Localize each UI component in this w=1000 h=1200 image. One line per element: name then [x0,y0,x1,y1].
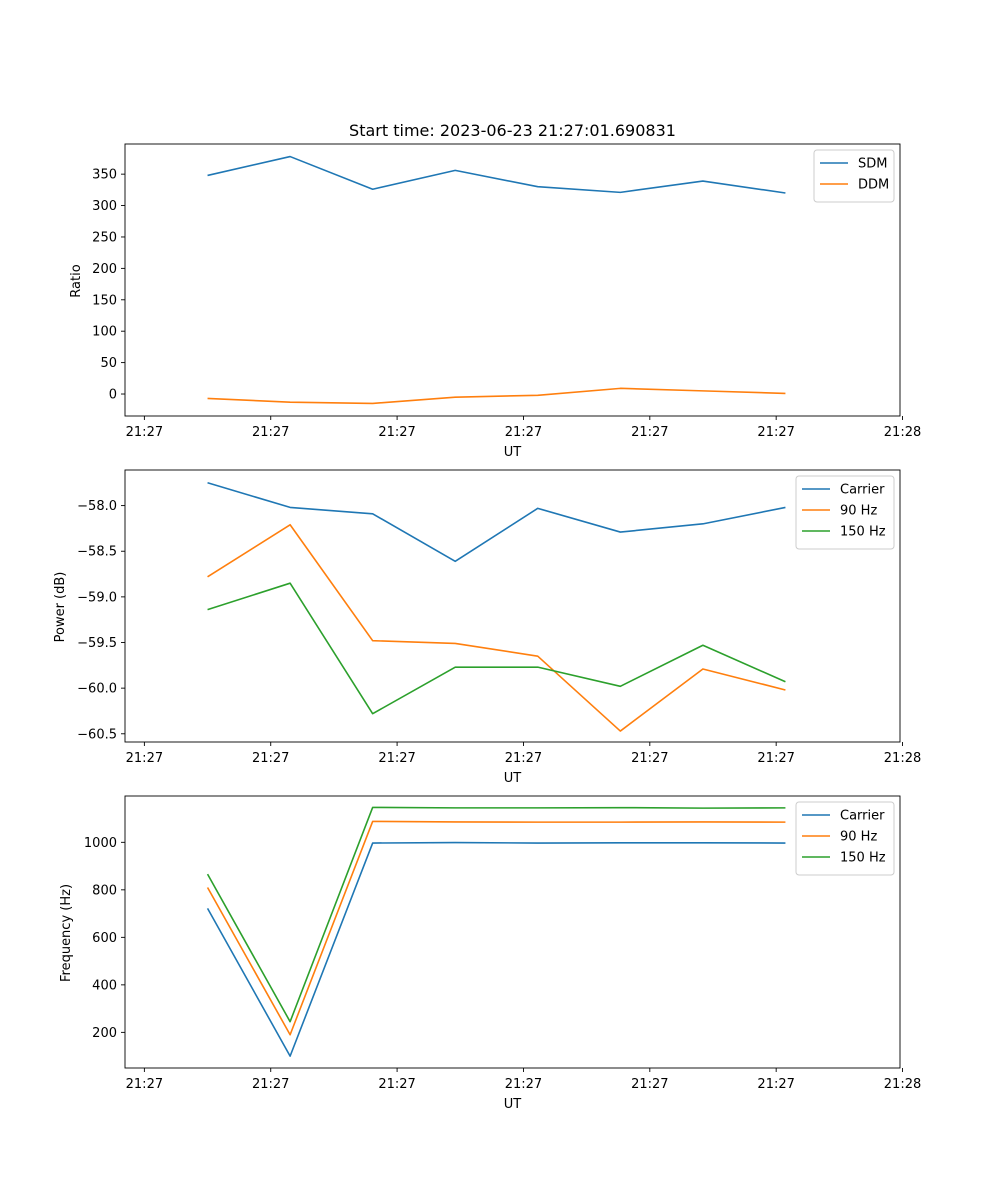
power-y-axis-label: Power (dB) [53,572,68,643]
ratio-y-tick-label: 300 [92,199,117,214]
frequency-y-axis-label: Frequency (Hz) [59,884,74,982]
power-x-tick-label: 21:27 [505,751,542,766]
power-series-line-0 [207,482,786,563]
frequency-legend-label: 90 Hz [840,830,877,845]
frequency-series-line-0 [206,841,786,1057]
ratio-x-axis-label: UT [504,445,522,460]
power-x-tick-label: 21:27 [378,751,415,766]
ratio-legend-label: SDM [858,157,887,172]
ratio-y-tick-label: 200 [92,262,117,277]
frequency-series-line-1 [206,820,786,1036]
ratio-plot: 21:27 21:27 21:27 21:27 21:27 21:27 21:28 0 50 10… [92,143,921,440]
frequency-y-tick-label: 400 [92,978,117,993]
frequency-x-tick-label: 21:27 [757,1077,794,1092]
ratio-x-tick-label: 21:27 [126,425,163,440]
frequency-series-line-2 [206,806,786,1023]
power-y-tick-label: −60.0 [77,682,117,697]
power-x-tick-label: 21:27 [252,751,289,766]
ratio-x-tick-label: 21:28 [884,425,921,440]
frequency-legend: Carrier 90 Hz 150 Hz [795,801,895,876]
power-y-tick-label: −60.5 [77,727,117,742]
ratio-y-tick-label: 150 [92,293,117,308]
chart-title: Start time: 2023-06-23 21:27:01.690831 [349,121,676,140]
ratio-y-tick-label: 0 [109,388,117,403]
power-x-tick-label: 21:28 [884,751,921,766]
ratio-x-tick-label: 21:27 [631,425,668,440]
ratio-x-tick-label: 21:27 [252,425,289,440]
ratio-panel: Start time: 2023-06-23 21:27:01.690831 U… [69,121,676,460]
ratio-y-tick-label: 100 [92,325,117,340]
frequency-x-tick-label: 21:28 [884,1077,921,1092]
frequency-x-axis-label: UT [504,1097,522,1112]
frequency-legend-label: Carrier [840,809,885,824]
frequency-y-tick-label: 1000 [84,836,117,851]
power-x-axis-label: UT [504,771,522,786]
ratio-x-tick-label: 21:27 [757,425,794,440]
power-legend-label: 90 Hz [840,504,877,519]
power-x-tick-label: 21:27 [757,751,794,766]
ratio-y-tick-label: 250 [92,230,117,245]
ratio-y-tick-label: 50 [100,356,117,371]
frequency-x-tick-label: 21:27 [126,1077,163,1092]
power-legend: Carrier 90 Hz 150 Hz [795,475,895,550]
frequency-legend-label: 150 Hz [840,851,886,866]
power-legend-label: 150 Hz [840,525,886,540]
frequency-x-tick-label: 21:27 [505,1077,542,1092]
ratio-legend: SDM DDM [813,149,895,203]
ratio-x-tick-label: 21:27 [378,425,415,440]
ratio-y-tick-label: 350 [92,168,117,183]
frequency-x-tick-label: 21:27 [252,1077,289,1092]
power-axes-frame [124,469,901,743]
frequency-y-tick-label: 600 [92,931,117,946]
power-series-line-1 [207,523,786,732]
ratio-legend-label: DDM [858,178,889,193]
ratio-x-tick-label: 21:27 [505,425,542,440]
frequency-plot: 21:27 21:27 21:27 21:27 21:27 21:27 21:28 200 40… [84,795,921,1092]
power-plot: 21:27 21:27 21:27 21:27 21:27 21:27 21:28 −60.5… [77,469,921,766]
frequency-x-tick-label: 21:27 [378,1077,415,1092]
power-y-tick-label: −59.0 [77,590,117,605]
ratio-series-line-0 [207,155,786,194]
ratio-axes-frame [124,143,901,417]
frequency-x-tick-label: 21:27 [631,1077,668,1092]
power-panel: UT Power (dB) [53,572,521,786]
ratio-y-axis-label: Ratio [69,264,84,297]
frequency-y-tick-label: 800 [92,883,117,898]
power-y-tick-label: −58.5 [77,545,117,560]
power-legend-label: Carrier [840,483,885,498]
frequency-axes-frame [124,795,901,1069]
power-y-tick-label: −58.0 [77,499,117,514]
power-x-tick-label: 21:27 [631,751,668,766]
power-series-line-2 [207,582,786,715]
frequency-panel: UT Frequency (Hz) [59,884,521,1112]
power-y-tick-label: −59.5 [77,636,117,651]
frequency-y-tick-label: 200 [92,1026,117,1041]
power-x-tick-label: 21:27 [126,751,163,766]
ratio-series-line-1 [207,387,786,405]
